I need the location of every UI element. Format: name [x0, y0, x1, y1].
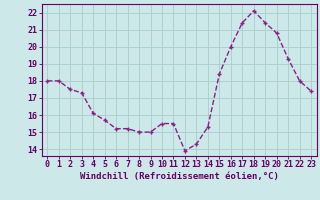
X-axis label: Windchill (Refroidissement éolien,°C): Windchill (Refroidissement éolien,°C) — [80, 172, 279, 181]
